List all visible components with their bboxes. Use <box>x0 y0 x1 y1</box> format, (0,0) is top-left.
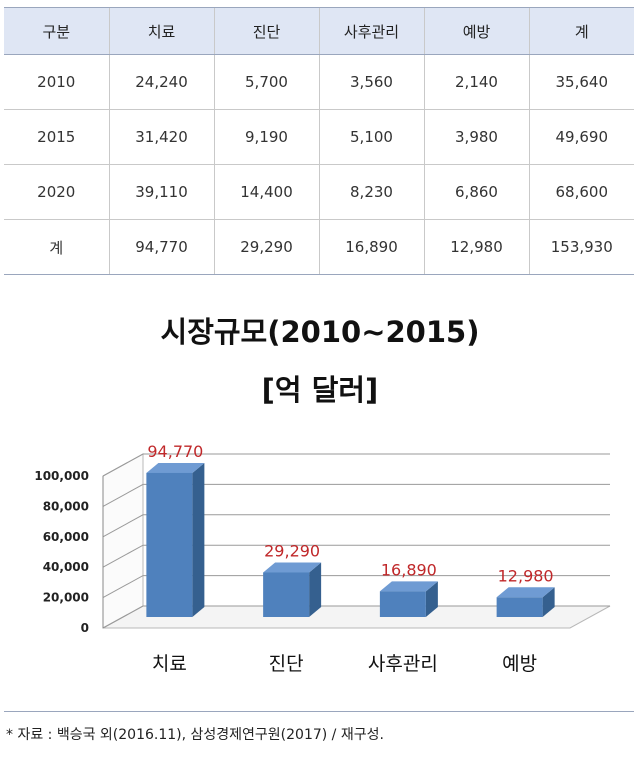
table-cell: 94,770 <box>108 219 214 275</box>
gridline <box>102 605 610 629</box>
gridline <box>102 575 610 599</box>
table-cell: 2010 <box>4 54 109 110</box>
table-cell: 14,400 <box>213 164 319 220</box>
bar <box>496 597 543 617</box>
table-row-total: 계 94,770 29,290 16,890 12,980 153,930 <box>4 219 634 275</box>
table-cell: 2,140 <box>423 54 529 110</box>
plot-area: 0 20,000 40,000 60,000 80,000 100,000 94,770 치료… <box>34 442 611 675</box>
bar <box>379 591 426 617</box>
table-cell: 68,600 <box>528 164 634 220</box>
y-tick-label: 40,000 <box>43 560 89 574</box>
chart-subtitle: [억 달러] <box>262 373 379 407</box>
bar-top <box>496 587 555 598</box>
data-label: 29,290 <box>264 541 320 560</box>
table-cell: 6,860 <box>423 164 529 220</box>
source-note: * 자료 : 백승국 외(2016.11), 삼성경제연구원(2017) / 재… <box>6 727 384 743</box>
table-cell: 35,640 <box>528 54 634 110</box>
table-cell: 16,890 <box>318 219 424 275</box>
table-cell: 5,700 <box>213 54 319 110</box>
bar-side <box>309 562 322 617</box>
gridline <box>102 483 610 507</box>
table-cell: 39,110 <box>108 164 214 220</box>
table-cell: 12,980 <box>423 219 529 275</box>
data-label: 12,980 <box>498 566 554 585</box>
y-tick-label: 100,000 <box>34 469 89 483</box>
market-size-chart: 시장규모(2010~2015) [억 달러] 0 20,000 40,000 60,0… <box>34 315 611 675</box>
table-cell: 24,240 <box>108 54 214 110</box>
gridline <box>102 544 610 568</box>
header-cell: 사후관리 <box>318 7 424 55</box>
bar-side <box>425 581 438 617</box>
bar <box>146 472 193 617</box>
market-table: 구분 치료 진단 사후관리 예방 계 2010 24,240 5,700 3,5… <box>4 7 634 275</box>
header-cell: 치료 <box>108 7 214 55</box>
category-label: 치료 <box>152 653 187 675</box>
table-cell: 29,290 <box>213 219 319 275</box>
chart-title: 시장규모(2010~2015) <box>161 315 480 349</box>
y-tick-label: 20,000 <box>43 591 89 605</box>
y-tick-label: 80,000 <box>43 499 89 513</box>
category-label: 예방 <box>502 653 537 675</box>
bar-top <box>146 462 205 473</box>
header-cell: 구분 <box>4 7 109 55</box>
table-cell: 8,230 <box>318 164 424 220</box>
bar <box>263 572 310 617</box>
table-cell: 9,190 <box>213 109 319 165</box>
category-label: 사후관리 <box>368 653 438 675</box>
bar-top <box>263 562 322 573</box>
header-cell: 진단 <box>213 7 319 55</box>
table-cell: 49,690 <box>528 109 634 165</box>
table-row: 2020 39,110 14,400 8,230 6,860 68,600 <box>4 164 634 220</box>
table-header-row: 구분 치료 진단 사후관리 예방 계 <box>4 7 634 55</box>
footer-divider <box>4 711 634 712</box>
data-label: 94,770 <box>147 442 203 461</box>
table-cell: 2015 <box>4 109 109 165</box>
table-cell: 31,420 <box>108 109 214 165</box>
bar-top <box>379 581 438 592</box>
bar-side <box>542 587 555 617</box>
y-tick-label: 0 <box>81 621 89 635</box>
category-label: 진단 <box>269 653 304 675</box>
header-cell: 예방 <box>423 7 529 55</box>
table-cell: 5,100 <box>318 109 424 165</box>
table-cell: 계 <box>4 219 109 275</box>
y-tick-label: 60,000 <box>43 530 89 544</box>
chart-side-wall <box>102 453 144 629</box>
table-cell: 2020 <box>4 164 109 220</box>
table-row: 2010 24,240 5,700 3,560 2,140 35,640 <box>4 54 634 110</box>
table-row: 2015 31,420 9,190 5,100 3,980 49,690 <box>4 109 634 165</box>
gridline <box>102 453 610 477</box>
bar-side <box>192 462 205 617</box>
data-label: 16,890 <box>381 560 437 579</box>
table-cell: 3,560 <box>318 54 424 110</box>
table-cell: 153,930 <box>528 219 634 275</box>
header-cell: 계 <box>528 7 634 55</box>
table-cell: 3,980 <box>423 109 529 165</box>
gridline <box>102 514 610 538</box>
